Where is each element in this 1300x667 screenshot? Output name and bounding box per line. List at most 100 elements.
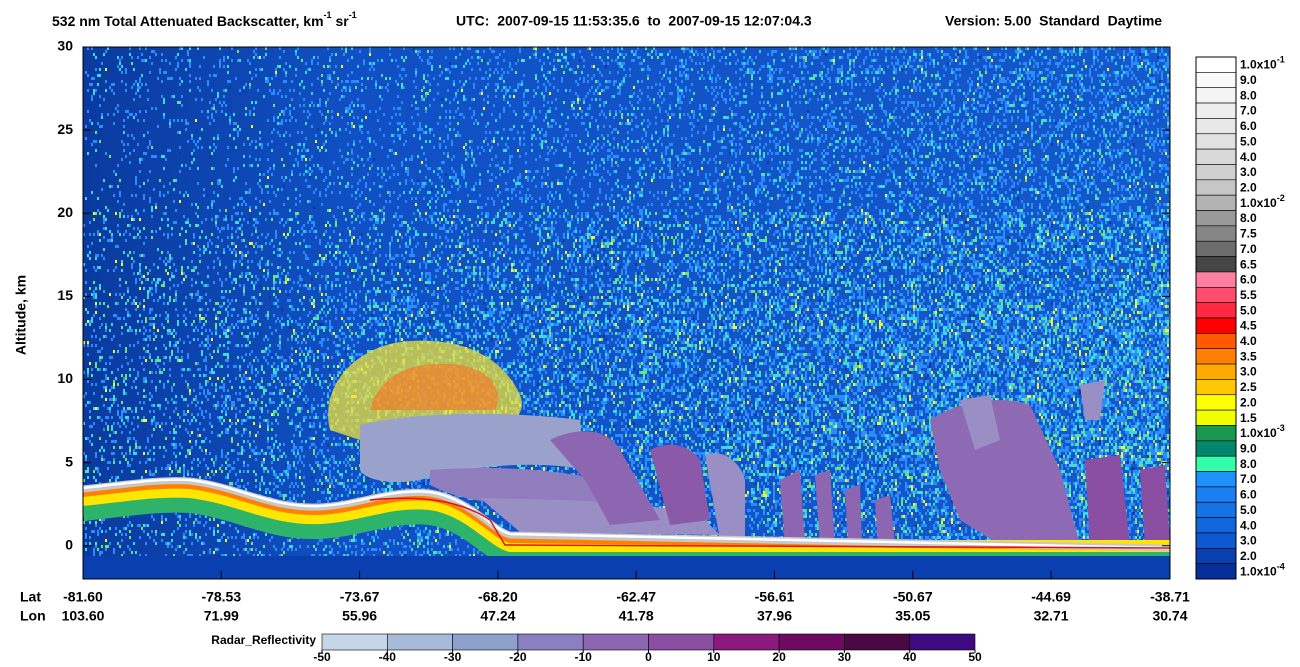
colorbar-label-text: 7.5	[1240, 227, 1257, 241]
colorbar-box	[1195, 194, 1237, 211]
lon-label: 32.71	[1034, 608, 1069, 624]
colorbar-frame	[1195, 56, 1237, 580]
colorbar-box	[1195, 179, 1237, 196]
colorbar-box	[1195, 72, 1237, 89]
cloud	[705, 452, 745, 540]
radar-tick-label: 20	[772, 650, 786, 664]
colorbar-label-text: 4.0	[1240, 150, 1257, 164]
lat-label: -44.69	[1031, 589, 1071, 605]
y-tick-label: 20	[57, 204, 73, 220]
backscatter-speckle	[83, 47, 1170, 557]
colorbar-label: 8.0	[1240, 457, 1257, 471]
lat-label: -73.67	[340, 589, 380, 605]
colorbar-box	[1195, 118, 1237, 135]
utc-range: UTC: 2007-09-15 11:53:35.6 to 2007-09-15…	[456, 13, 812, 29]
lat-label: -68.20	[478, 589, 518, 605]
radar-tick-label: -10	[575, 650, 593, 664]
colorbar-box	[1195, 440, 1237, 457]
colorbar-label-text: 6.0	[1240, 119, 1257, 133]
colorbar-label-text: 8.0	[1240, 211, 1257, 225]
colorbar-box	[1195, 517, 1237, 534]
colorbar-label: 1.0x10-2	[1240, 193, 1285, 210]
colorbar-label-text: 1.5	[1240, 411, 1257, 425]
colorbar-label: 6.0	[1240, 119, 1257, 133]
colorbar-box	[1195, 547, 1237, 564]
y-tick-label: 10	[57, 370, 73, 386]
colorbar-label: 6.5	[1240, 257, 1257, 271]
colorbar-label-text: 5.5	[1240, 288, 1257, 302]
colorbar-label-text: 8.0	[1240, 89, 1257, 103]
colorbar-label-text: 4.0	[1240, 334, 1257, 348]
colorbar-label: 9.0	[1240, 442, 1257, 456]
lon-label: 55.96	[342, 608, 377, 624]
radar-colorbar-box	[648, 633, 715, 651]
colorbar-box	[1195, 363, 1237, 380]
colorbar-label: 3.0	[1240, 365, 1257, 379]
radar-tick-label: -50	[313, 650, 331, 664]
radar-colorbar-box	[844, 633, 911, 651]
radar-tick-label: 40	[903, 650, 917, 664]
colorbar-box	[1195, 210, 1237, 227]
colorbar-box	[1195, 240, 1237, 257]
lon-label: 71.99	[204, 608, 239, 624]
cloud	[360, 413, 585, 482]
colorbar-label: 8.0	[1240, 211, 1257, 225]
colorbar-label-text: 7.0	[1240, 242, 1257, 256]
y-axis-label: Altitude, km	[13, 275, 29, 355]
chart-title: 532 nm Total Attenuated Backscatter, km-…	[52, 10, 357, 28]
radar-tick-label: 30	[838, 650, 852, 664]
colorbar-label-text: 5.0	[1240, 503, 1257, 517]
cloud	[480, 498, 720, 535]
lat-label: -62.47	[616, 589, 656, 605]
colorbar-label: 6.0	[1240, 273, 1257, 287]
lon-row-label: Lon	[20, 608, 46, 624]
lat-label: -50.67	[893, 589, 933, 605]
y-tick-label: 30	[57, 38, 73, 54]
lon-label: 35.05	[895, 608, 930, 624]
colorbar-label-exponent: -3	[1277, 424, 1285, 434]
colorbar-label-text: 2.0	[1240, 549, 1257, 563]
lat-label: -81.60	[63, 589, 103, 605]
radar-tick-label: 10	[707, 650, 721, 664]
radar-colorbar-box	[713, 633, 780, 651]
colorbar-label-text: 3.0	[1240, 365, 1257, 379]
colorbar-label-text: 2.5	[1240, 380, 1257, 394]
colorbar-label-exponent: -2	[1277, 193, 1285, 203]
colorbar-label: 2.5	[1240, 380, 1257, 394]
cloud	[930, 400, 1080, 545]
colorbar-box	[1195, 148, 1237, 165]
colorbar-label: 6.0	[1240, 488, 1257, 502]
colorbar-label: 5.0	[1240, 135, 1257, 149]
colorbar-label: 5.0	[1240, 303, 1257, 317]
colorbar-label-text: 1.0x10	[1240, 564, 1277, 578]
colorbar-box	[1195, 486, 1237, 503]
colorbar-label-text: 5.0	[1240, 135, 1257, 149]
colorbar-box	[1195, 563, 1237, 580]
colorbar-label-text: 7.0	[1240, 104, 1257, 118]
plot-frame	[82, 46, 1171, 580]
colorbar-box	[1195, 471, 1237, 488]
colorbar-label-text: 8.0	[1240, 457, 1257, 471]
radar-colorbar-box	[778, 633, 845, 651]
colorbar-label-text: 3.5	[1240, 350, 1257, 364]
radar-colorbar-name: Radar_Reflectivity	[211, 633, 316, 647]
radar-colorbar-box	[909, 633, 976, 651]
colorbar-box	[1195, 348, 1237, 365]
colorbar-label-text: 9.0	[1240, 442, 1257, 456]
colorbar-box	[1195, 102, 1237, 119]
colorbar-label: 4.0	[1240, 518, 1257, 532]
colorbar-label: 2.0	[1240, 181, 1257, 195]
lon-label: 103.60	[62, 608, 105, 624]
colorbar-label: 1.0x10-4	[1240, 562, 1285, 579]
colorbar-label: 2.0	[1240, 396, 1257, 410]
speckle-layer	[83, 47, 1170, 557]
colorbar-label: 4.5	[1240, 319, 1257, 333]
y-tick-label: 0	[65, 536, 73, 552]
colorbar-box	[1195, 501, 1237, 518]
title-exponent: -1	[349, 10, 357, 20]
colorbar-label-text: 3.0	[1240, 534, 1257, 548]
surface-return	[83, 477, 1170, 567]
aerosol-core	[370, 363, 499, 410]
colorbar-label-text: 9.0	[1240, 73, 1257, 87]
axes: 0 5 10 15 20 25 30 -81.60 103.60 -78.53 71.99 -73.6…	[57, 38, 1190, 624]
